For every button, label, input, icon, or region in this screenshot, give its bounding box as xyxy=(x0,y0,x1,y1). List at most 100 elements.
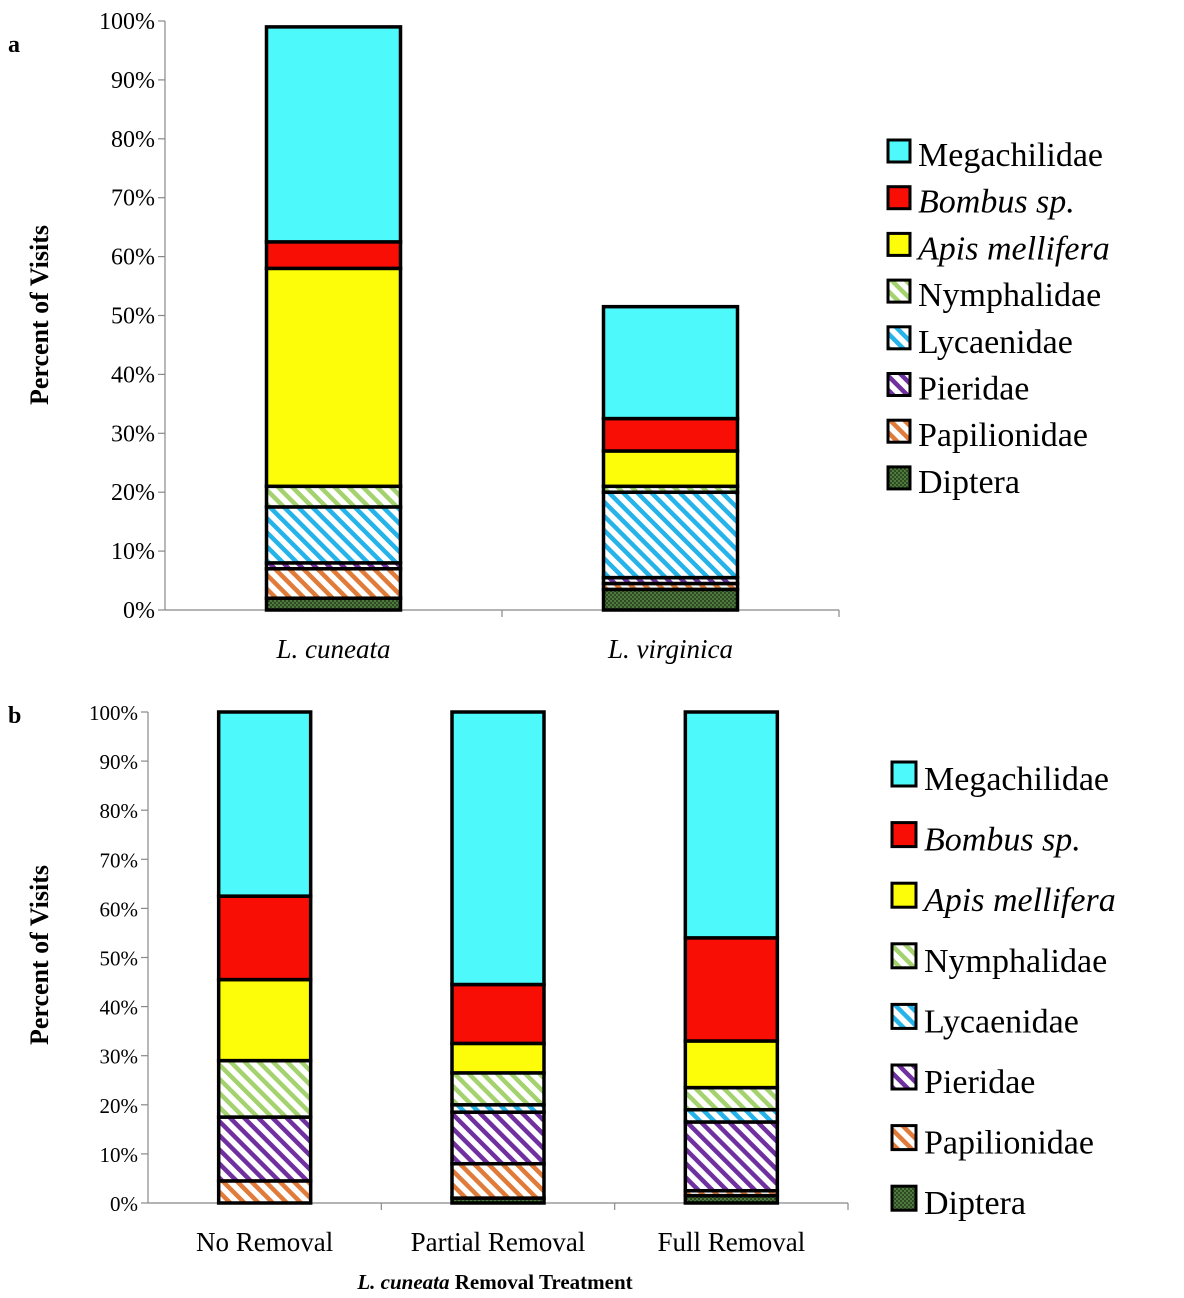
panel-b-y-tick-label: 90% xyxy=(100,750,139,774)
panel-a-bar-l-cuneata-bombus-sp xyxy=(264,240,403,271)
panel-b-bar-full-removal-bombus-sp xyxy=(683,936,780,1043)
panel-a-category-label: L. virginica xyxy=(607,634,733,664)
panel-b-legend-label-pieridae: Pieridae xyxy=(924,1064,1035,1101)
panel-b-bar-full-removal-apis-mellifera xyxy=(683,1039,780,1090)
panel-b-bar-partial-removal-bombus-sp xyxy=(450,982,546,1046)
panel-a-label: a xyxy=(8,32,20,58)
panel-b-y-tick-label: 0% xyxy=(110,1192,138,1216)
panel-b-legend-swatch-diptera xyxy=(890,1184,918,1212)
panel-a-legend-label-papilionidae: Papilionidae xyxy=(918,417,1088,454)
panel-b-bar-no-removal-pieridae xyxy=(216,1115,313,1183)
panel-a-y-tick-label: 90% xyxy=(111,68,155,94)
panel-b-legend-swatch-megachilidae xyxy=(890,760,918,788)
panel-a-bar-l-virginica-diptera xyxy=(601,587,740,612)
panel-b-bar-no-removal-apis-mellifera xyxy=(216,977,313,1063)
panel-a-y-tick-label: 20% xyxy=(111,480,155,506)
panel-b-bar-no-removal-megachilidae xyxy=(216,710,313,898)
panel-b-bar-partial-removal-papilionidae xyxy=(450,1161,546,1200)
panel-b-category-label: Partial Removal xyxy=(411,1227,586,1257)
panel-a-y-tick-label: 70% xyxy=(111,186,155,212)
panel-a-bar-l-cuneata-papilionidae xyxy=(264,567,403,600)
panel-a-y-tick-label: 40% xyxy=(111,362,155,388)
panel-a-bar-l-virginica-bombus-sp xyxy=(601,416,740,453)
panel-a-legend-swatch-pieridae xyxy=(886,372,912,397)
panel-b-bar-no-removal-nymphalidae xyxy=(216,1058,313,1119)
panel-b-legend-label-nymphalidae: Nymphalidae xyxy=(924,943,1107,980)
panel-b-category-label: Full Removal xyxy=(657,1227,805,1257)
panel-b-legend-swatch-bombus-sp xyxy=(890,821,918,849)
panel-b-y-tick-label: 80% xyxy=(100,799,139,823)
panel-b-legend-swatch-lycaenidae xyxy=(890,1002,918,1030)
panel-b-legend-swatch-apis-mellifera xyxy=(890,881,918,909)
panel-b-category-label: No Removal xyxy=(196,1227,333,1257)
panel-b-bar-partial-removal-apis-mellifera xyxy=(450,1041,546,1075)
panel-a-legend-label-apis-mellifera: Apis mellifera xyxy=(916,230,1110,267)
panel-b-legend-label-bombus-sp: Bombus sp. xyxy=(924,822,1081,859)
panel-a-y-tick-label: 80% xyxy=(111,127,155,153)
panel-a-legend: Megachilidae Bombus sp. Apis mellifera Nymp… xyxy=(886,137,1110,501)
panel-a-legend-swatch-nymphalidae xyxy=(886,278,912,304)
panel-a-y-tick-label: 0% xyxy=(123,598,155,624)
panel-b-y-axis-label: Percent of Visits xyxy=(25,865,54,1045)
panel-b-bar-partial-removal-pieridae xyxy=(450,1110,546,1166)
panel-b-legend-swatch-nymphalidae xyxy=(890,942,918,970)
x-axis-title-rest: Removal Treatment xyxy=(450,1270,633,1294)
panel-a-legend-swatch-megachilidae xyxy=(886,138,912,164)
panel-a-legend-label-lycaenidae: Lycaenidae xyxy=(918,324,1073,361)
panel-b-bar-partial-removal-megachilidae xyxy=(450,710,546,987)
panel-a-y-tick-label: 30% xyxy=(111,421,155,447)
panel-b-label: b xyxy=(8,703,21,729)
panel-b-bar-no-removal-bombus-sp xyxy=(216,894,313,982)
panel-b-y-tick-label: 70% xyxy=(100,848,139,872)
panel-a-legend-swatch-diptera xyxy=(886,465,912,491)
panel-a-y-tick-label: 10% xyxy=(111,539,155,565)
panel-b-legend-swatch-papilionidae xyxy=(890,1124,918,1152)
panel-b-legend: Megachilidae Bombus sp. Apis mellifera Nymp… xyxy=(890,760,1116,1222)
panel-a-legend-label-bombus-sp: Bombus sp. xyxy=(918,184,1075,221)
panel-b-legend-swatch-pieridae xyxy=(890,1063,918,1091)
panel-a-legend-label-nymphalidae: Nymphalidae xyxy=(918,277,1101,314)
panel-a-bar-l-virginica-megachilidae xyxy=(601,304,740,421)
panel-b-legend-label-lycaenidae: Lycaenidae xyxy=(924,1003,1079,1040)
panel-b-bar-partial-removal-nymphalidae xyxy=(450,1071,546,1107)
panel-a-category-label: L. cuneata xyxy=(276,634,391,664)
panel-a-bar-l-cuneata-diptera xyxy=(264,596,403,612)
panel-b-y-tick-label: 10% xyxy=(100,1143,139,1167)
panel-a-plot: 0% 10% 20% 30% 40% 50% 60% 70% 80% 90% 100% L. cune… xyxy=(99,9,840,664)
panel-a-legend-swatch-bombus-sp xyxy=(886,185,912,211)
panel-a-bar-l-cuneata-lycaenidae xyxy=(264,505,403,565)
panel-b-y-tick-label: 60% xyxy=(100,897,139,921)
panel-a-y-axis-label: Percent of Visits xyxy=(25,225,54,405)
panel-b-y-tick-label: 40% xyxy=(100,996,139,1020)
panel-b-bar-no-removal-papilionidae xyxy=(216,1179,313,1205)
panel-b-legend-label-papilionidae: Papilionidae xyxy=(924,1125,1094,1162)
panel-b-y-tick-label: 50% xyxy=(100,947,139,971)
panel-b-bar-full-removal-nymphalidae xyxy=(683,1085,780,1112)
panel-b-legend-label-megachilidae: Megachilidae xyxy=(924,761,1109,798)
panel-a-y-tick-label: 60% xyxy=(111,245,155,271)
panel-b-y-tick-label: 100% xyxy=(89,701,138,725)
panel-b-legend-label-apis-mellifera: Apis mellifera xyxy=(922,882,1116,919)
panel-a-bar-l-cuneata-megachilidae xyxy=(264,25,403,244)
panel-a-y-tick-label: 50% xyxy=(111,304,155,330)
panel-b-y-tick-label: 30% xyxy=(100,1045,139,1069)
panel-a-legend-swatch-apis-mellifera xyxy=(886,231,912,257)
panel-b-bar-full-removal-megachilidae xyxy=(683,710,780,940)
panel-a-legend-label-diptera: Diptera xyxy=(918,464,1020,501)
panel-a-legend-swatch-papilionidae xyxy=(886,418,912,444)
panel-a-legend-label-megachilidae: Megachilidae xyxy=(918,137,1103,174)
panel-b-plot: 0% 10% 20% 30% 40% 50% 60% 70% 80% 90% 100% No Remo… xyxy=(89,701,849,1257)
panel-a-legend-label-pieridae: Pieridae xyxy=(918,371,1029,408)
panel-a-bar-l-cuneata-apis-mellifera xyxy=(264,266,403,489)
panel-a-y-tick-label: 100% xyxy=(99,9,155,35)
panel-b-y-tick-label: 20% xyxy=(100,1094,139,1118)
panel-b-bar-full-removal-lycaenidae xyxy=(683,1107,780,1124)
panel-a-bar-l-cuneata-nymphalidae xyxy=(264,484,403,509)
panel-b-x-axis-title: L. cuneata Removal Treatment xyxy=(356,1270,632,1294)
panel-b-legend-label-diptera: Diptera xyxy=(924,1185,1026,1222)
panel-a-bar-l-virginica-apis-mellifera xyxy=(601,449,740,489)
panel-a-bar-l-virginica-lycaenidae xyxy=(601,490,740,580)
panel-a-legend-swatch-lycaenidae xyxy=(886,325,912,351)
panel-b-bar-full-removal-pieridae xyxy=(683,1120,780,1193)
